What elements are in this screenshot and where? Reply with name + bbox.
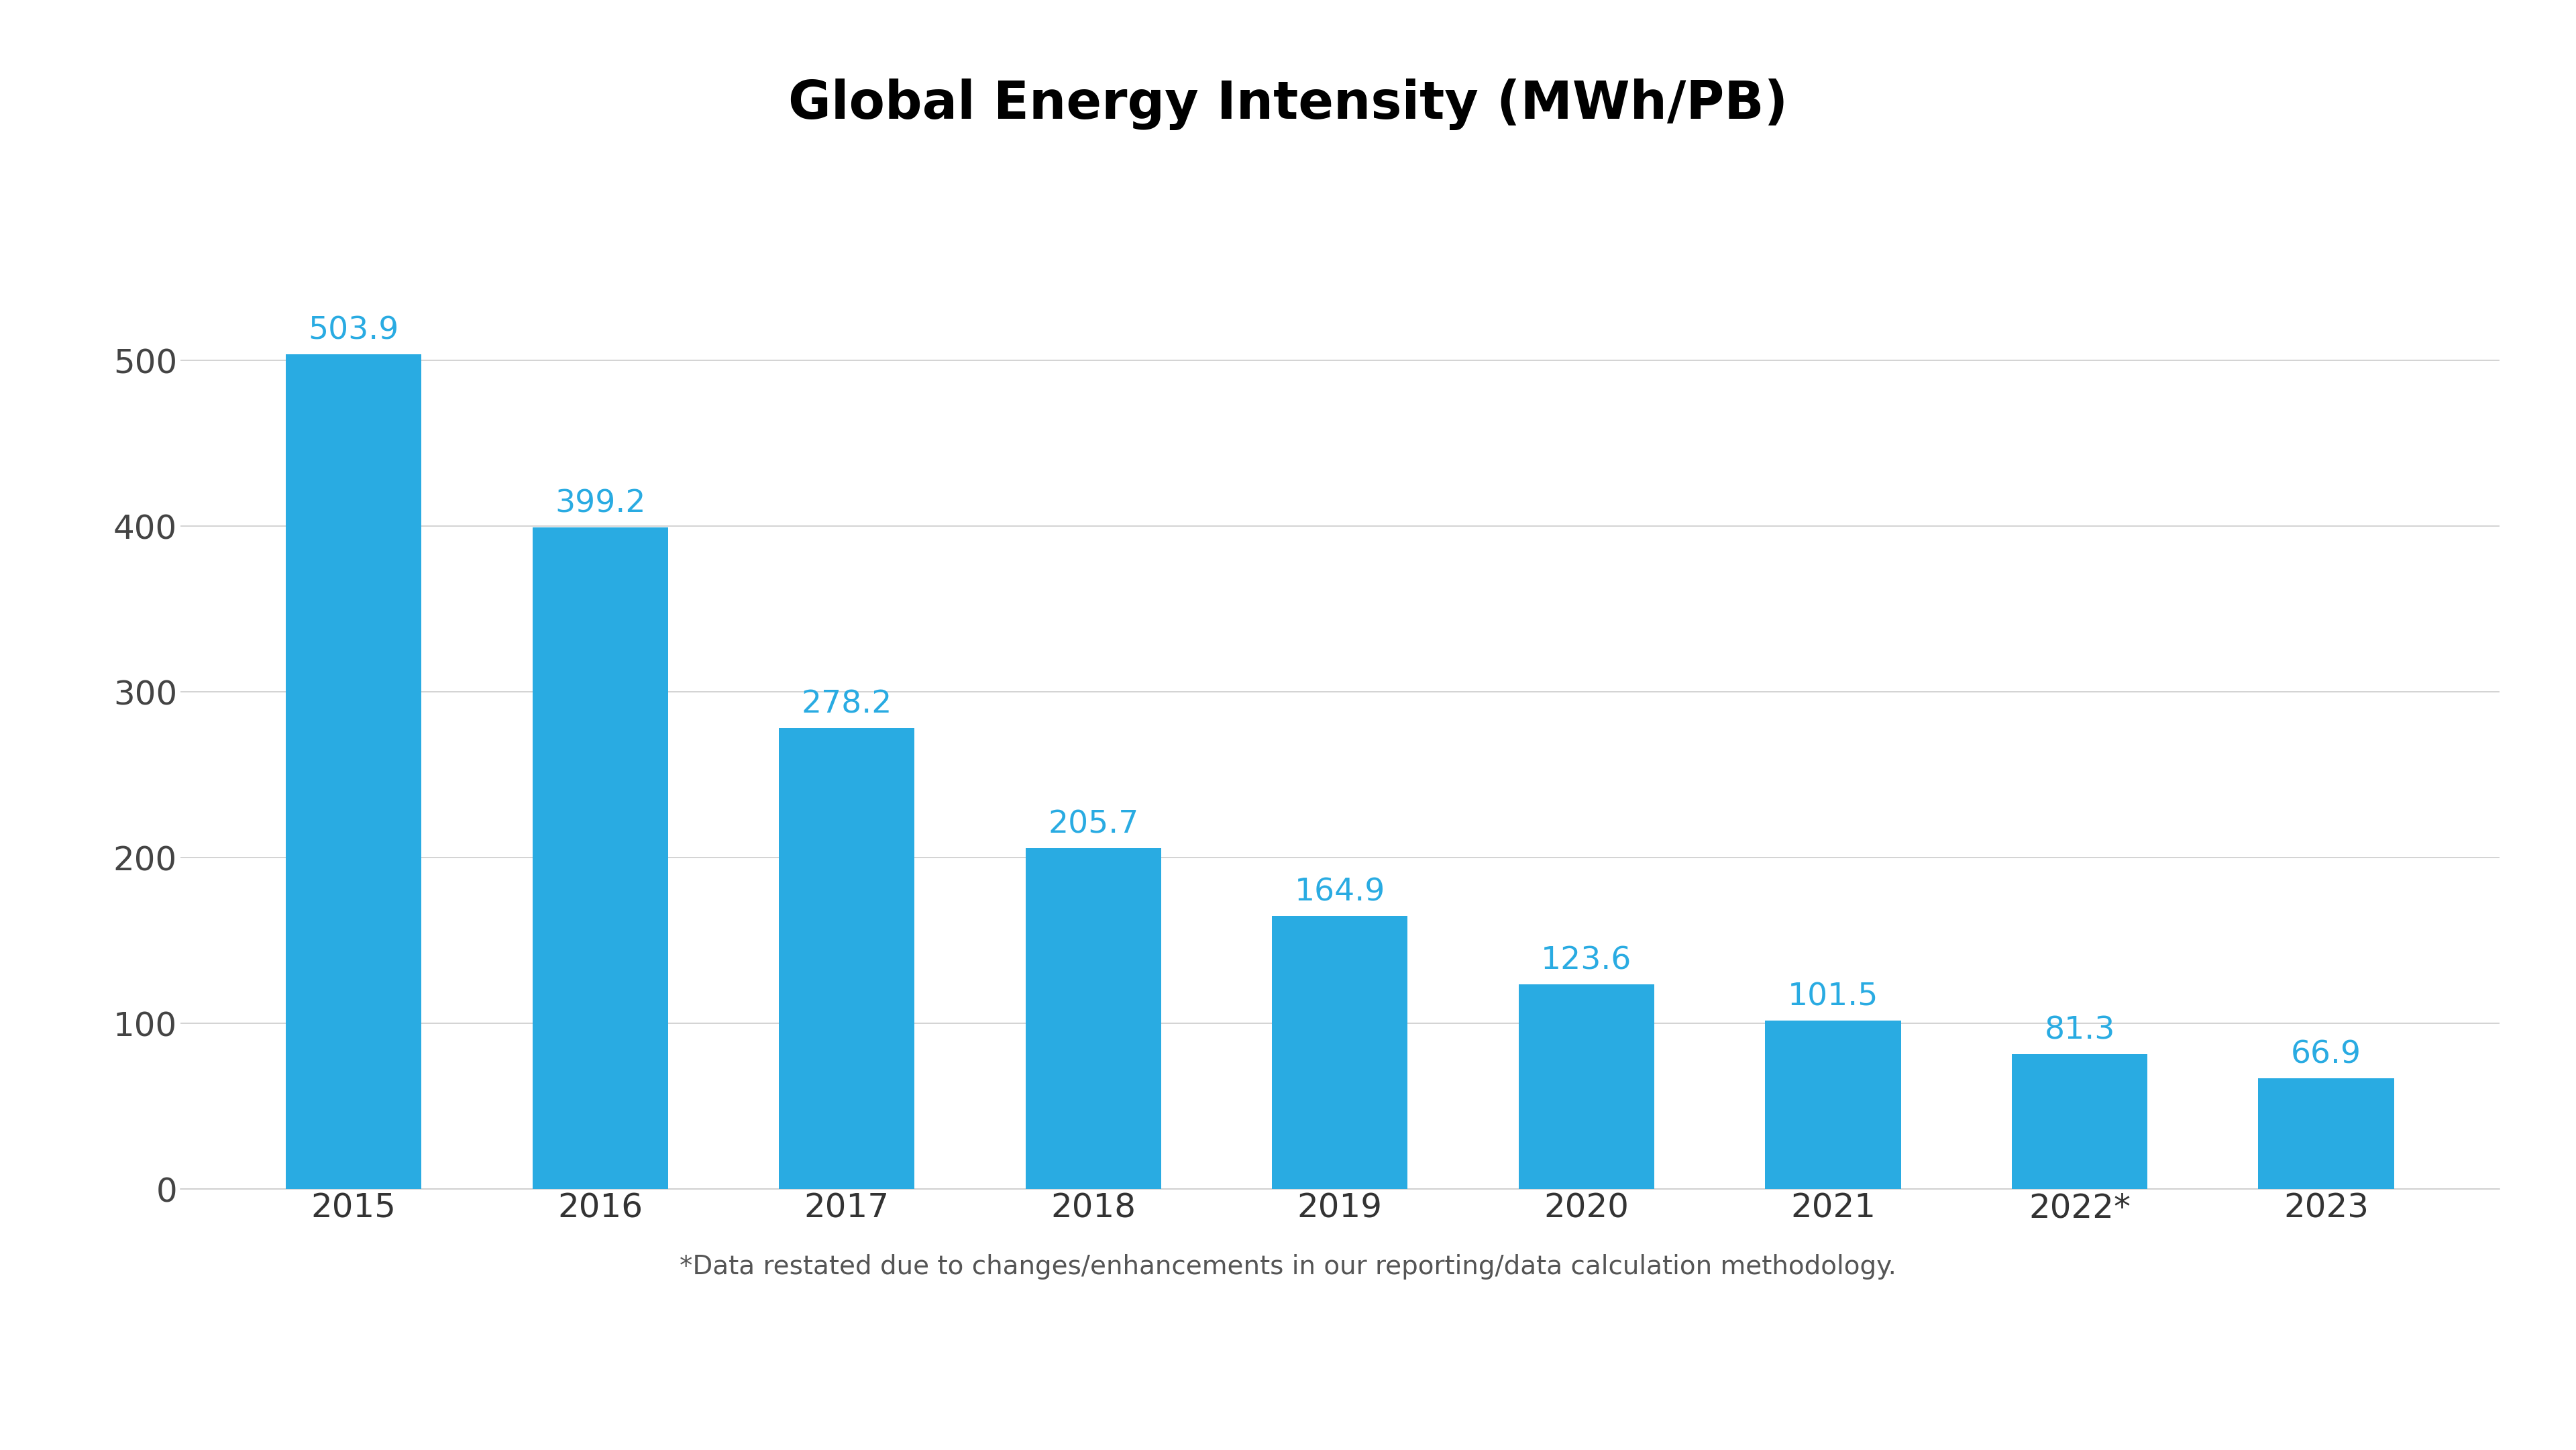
Bar <box>2257 1079 2393 1189</box>
Text: 81.3: 81.3 <box>2043 1016 2115 1045</box>
Text: 123.6: 123.6 <box>1540 945 1631 976</box>
Bar <box>533 528 667 1189</box>
Text: 205.7: 205.7 <box>1048 809 1139 840</box>
Text: Global Energy Intensity (MWh/PB): Global Energy Intensity (MWh/PB) <box>788 78 1788 131</box>
Bar <box>1765 1021 1901 1189</box>
Bar <box>286 354 422 1189</box>
Text: 278.2: 278.2 <box>801 690 891 719</box>
Bar <box>1273 916 1406 1189</box>
Text: 503.9: 503.9 <box>309 316 399 345</box>
Text: 164.9: 164.9 <box>1293 877 1386 908</box>
Bar <box>2012 1054 2146 1189</box>
Text: *Data restated due to changes/enhancements in our reporting/data calculation met: *Data restated due to changes/enhancemen… <box>680 1254 1896 1280</box>
Text: 101.5: 101.5 <box>1788 982 1878 1012</box>
Bar <box>1517 985 1654 1189</box>
Text: 66.9: 66.9 <box>2290 1040 2360 1070</box>
Bar <box>778 728 914 1189</box>
Bar <box>1025 848 1162 1189</box>
Text: 399.2: 399.2 <box>554 489 647 519</box>
